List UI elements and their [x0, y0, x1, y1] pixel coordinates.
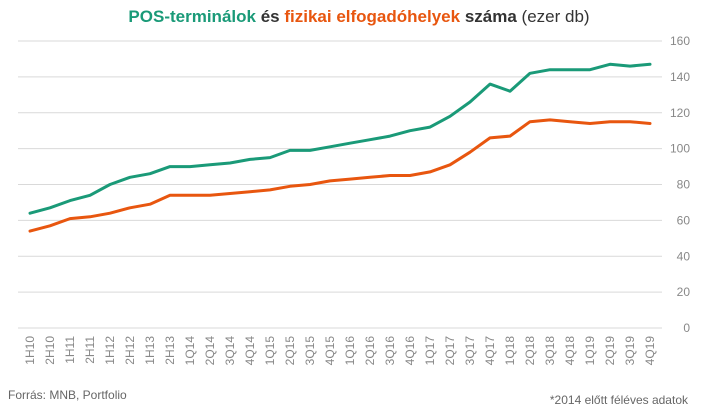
y-tick-label-40: 40 — [677, 249, 691, 263]
x-tick-label-3Q17: 3Q17 — [463, 336, 477, 366]
x-tick-label-4Q16: 4Q16 — [403, 336, 417, 366]
x-tick-label-2Q16: 2Q16 — [363, 336, 377, 366]
x-tick-label-4Q19: 4Q19 — [643, 336, 657, 366]
x-tick-label-4Q14: 4Q14 — [243, 336, 257, 366]
y-tick-label-120: 120 — [670, 106, 690, 120]
title-count: száma — [464, 7, 517, 26]
title-pos: POS-terminálok — [128, 7, 256, 26]
title-and: és — [260, 7, 280, 26]
x-tick-label-4Q18: 4Q18 — [563, 336, 577, 366]
source-note: Forrás: MNB, Portfolio — [8, 388, 127, 402]
footnote: *2014 előtt féléves adatok — [549, 393, 688, 407]
x-tick-label-1Q14: 1Q14 — [183, 336, 197, 366]
x-tick-label-1Q19: 1Q19 — [583, 336, 597, 366]
x-tick-label-1H12: 1H12 — [103, 336, 117, 365]
series-lines — [28, 62, 652, 233]
y-tick-label-20: 20 — [677, 285, 691, 299]
x-tick-label-2H12: 2H12 — [123, 336, 137, 365]
x-tick-label-4Q17: 4Q17 — [483, 336, 497, 366]
x-tick-label-1Q16: 1Q16 — [343, 336, 357, 366]
x-tick-label-1Q15: 1Q15 — [263, 336, 277, 366]
x-tick-label-1H13: 1H13 — [143, 336, 157, 365]
grid-lines — [18, 40, 662, 329]
x-tick-label-1H11: 1H11 — [63, 336, 77, 364]
x-tick-label-3Q15: 3Q15 — [303, 336, 317, 366]
x-axis-ticks: 1H10 2H10 1H11 2H11 1H12 2H12 1H13 2H13 1Q14 2Q14… — [23, 336, 657, 366]
y-tick-label-160: 160 — [670, 34, 690, 48]
x-tick-label-1Q17: 1Q17 — [423, 336, 437, 366]
x-tick-label-4Q15: 4Q15 — [323, 336, 337, 366]
x-tick-label-3Q14: 3Q14 — [223, 336, 237, 366]
y-tick-label-0: 0 — [683, 321, 690, 335]
x-tick-label-2Q19: 2Q19 — [603, 336, 617, 366]
x-tick-label-2H13: 2H13 — [163, 336, 177, 365]
series-line-pos — [28, 62, 652, 215]
x-tick-label-2Q17: 2Q17 — [443, 336, 457, 366]
y-tick-label-80: 80 — [677, 178, 691, 192]
x-tick-label-2Q15: 2Q15 — [283, 336, 297, 366]
title-fizikai: fizikai elfogadóhelyek — [284, 7, 461, 26]
x-tick-label-2Q14: 2Q14 — [203, 336, 217, 366]
x-tick-label-3Q19: 3Q19 — [623, 336, 637, 366]
y-tick-label-100: 100 — [670, 142, 690, 156]
x-tick-label-2H11: 2H11 — [83, 336, 97, 364]
x-tick-label-3Q18: 3Q18 — [543, 336, 557, 366]
y-tick-label-60: 60 — [677, 213, 691, 227]
y-tick-label-140: 140 — [670, 70, 690, 84]
x-tick-label-2Q18: 2Q18 — [523, 336, 537, 366]
y-axis-ticks: 0 20 40 60 80 100 120 140 160 — [670, 34, 690, 335]
x-tick-label-3Q16: 3Q16 — [383, 336, 397, 366]
x-tick-label-1Q18: 1Q18 — [503, 336, 517, 366]
x-tick-label-2H10: 2H10 — [43, 336, 57, 365]
series-line-fizikai — [28, 118, 652, 233]
title-unit: (ezer db) — [521, 7, 590, 26]
chart-title: POS-terminálok és fizikai elfogadóhelyek… — [0, 7, 718, 27]
x-tick-label-1H10: 1H10 — [23, 336, 37, 365]
